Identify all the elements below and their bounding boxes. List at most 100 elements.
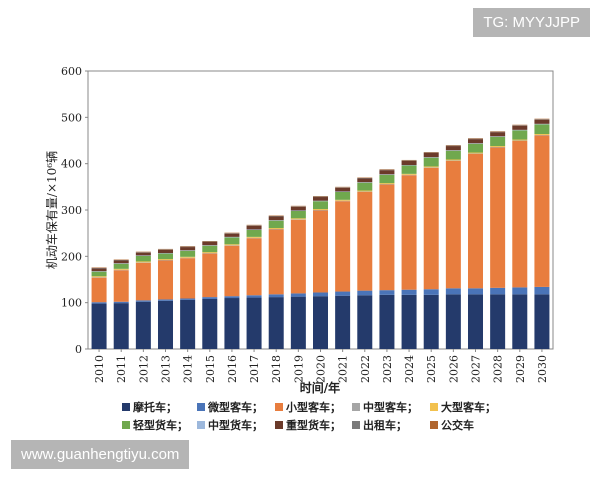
bar-segment-2016-0 bbox=[224, 298, 240, 349]
bar-segment-2017-7 bbox=[246, 225, 262, 230]
bar-segment-2012-1 bbox=[135, 300, 151, 302]
bar-segment-2011-5 bbox=[113, 263, 129, 269]
bar-segment-2020-1 bbox=[313, 292, 328, 297]
bar-segment-2023-2 bbox=[379, 184, 395, 291]
bar-segment-2025-2 bbox=[423, 167, 439, 290]
bar-segment-2027-4 bbox=[468, 152, 483, 154]
bar-segment-2027-0 bbox=[468, 294, 483, 349]
bar-segment-2028-1 bbox=[490, 287, 506, 295]
bar-segment-2014-5 bbox=[180, 250, 196, 257]
bar-segment-2013-7 bbox=[158, 249, 173, 254]
bar-segment-2025-4 bbox=[423, 166, 439, 168]
bar-segment-2010-7 bbox=[91, 268, 107, 272]
bar-segment-2025-5 bbox=[423, 157, 439, 167]
bar-segment-2017-1 bbox=[246, 295, 262, 298]
bar-segment-2027-7 bbox=[468, 139, 483, 144]
bar-segment-2022-1 bbox=[357, 290, 373, 296]
legend-swatch bbox=[275, 403, 283, 411]
x-tick-label: 2026 bbox=[447, 355, 460, 383]
bar-segment-2014-0 bbox=[180, 299, 196, 349]
bar-segment-2028-4 bbox=[490, 146, 506, 147]
bar-segment-2019-0 bbox=[290, 296, 306, 349]
x-tick-label: 2016 bbox=[226, 355, 239, 383]
x-tick-label: 2022 bbox=[359, 355, 372, 383]
bar-segment-2013-4 bbox=[158, 259, 173, 261]
bar-segment-2029-7 bbox=[512, 125, 528, 130]
bar-segment-2012-4 bbox=[135, 261, 151, 263]
bar-segment-2026-0 bbox=[445, 294, 461, 349]
legend-label: 摩托车； bbox=[133, 400, 177, 414]
bar-segment-2026-4 bbox=[445, 159, 461, 161]
legend-label: 微型客车； bbox=[207, 400, 263, 414]
bar-segment-2015-1 bbox=[202, 297, 218, 299]
bar-segment-2020-5 bbox=[313, 201, 328, 210]
y-tick-label: 500 bbox=[61, 111, 82, 124]
bar-segment-2026-5 bbox=[445, 150, 461, 160]
bar-segment-2011-1 bbox=[113, 301, 129, 304]
legend-label: 出租车； bbox=[363, 418, 407, 432]
bar-segment-2025-0 bbox=[423, 294, 439, 349]
x-tick-label: 2021 bbox=[337, 355, 350, 383]
bar-segment-2014-1 bbox=[180, 298, 196, 300]
bar-segment-2015-2 bbox=[202, 253, 218, 298]
bar-segment-2016-5 bbox=[224, 237, 240, 245]
legend-swatch bbox=[352, 403, 360, 411]
y-tick-label: 600 bbox=[61, 65, 82, 78]
bar-segment-2027-2 bbox=[468, 153, 483, 289]
legend-swatch bbox=[197, 403, 205, 411]
bar-segment-2016-4 bbox=[224, 244, 240, 246]
bar-segment-2025-1 bbox=[423, 289, 439, 295]
bar-segment-2028-7 bbox=[490, 132, 506, 137]
bar-segment-2023-5 bbox=[379, 174, 395, 184]
bar-segment-2011-7 bbox=[113, 260, 129, 264]
x-tick-label: 2020 bbox=[315, 355, 328, 383]
bar-segment-2012-0 bbox=[135, 301, 151, 349]
bar-segment-2018-0 bbox=[268, 297, 284, 349]
bar-segment-2010-2 bbox=[91, 277, 107, 303]
x-tick-label: 2024 bbox=[403, 355, 416, 383]
bar-segment-2010-0 bbox=[91, 303, 107, 349]
bar-segment-2030-5 bbox=[534, 124, 550, 135]
legend-label: 中型货车； bbox=[208, 418, 263, 432]
legend-swatch bbox=[197, 421, 205, 429]
x-tick-label: 2010 bbox=[93, 355, 106, 383]
bar-segment-2030-7 bbox=[534, 119, 550, 124]
bar-segment-2021-5 bbox=[335, 191, 351, 200]
x-tick-label: 2019 bbox=[292, 355, 305, 383]
x-tick-label: 2029 bbox=[514, 355, 527, 383]
bar-segment-2029-4 bbox=[512, 139, 528, 141]
x-axis-label: 时间/年 bbox=[300, 380, 340, 395]
bar-segment-2011-4 bbox=[113, 268, 129, 270]
bar-segment-2010-1 bbox=[91, 302, 107, 304]
bar-segment-2020-7 bbox=[313, 197, 328, 201]
x-tick-label: 2027 bbox=[470, 355, 483, 383]
bar-segment-2015-5 bbox=[202, 245, 218, 253]
bar-segment-2022-5 bbox=[357, 182, 373, 191]
bar-segment-2028-5 bbox=[490, 136, 506, 147]
bar-segment-2019-5 bbox=[290, 210, 306, 219]
x-tick-label: 2030 bbox=[536, 355, 549, 383]
bar-segment-2019-2 bbox=[290, 219, 306, 294]
legend-label: 大型客车； bbox=[441, 400, 496, 414]
bar-segment-2016-2 bbox=[224, 245, 240, 297]
y-tick-label: 400 bbox=[61, 158, 82, 171]
bar-segment-2024-2 bbox=[401, 175, 417, 290]
bar-segment-2012-5 bbox=[135, 255, 151, 262]
legend-label: 中型客车； bbox=[363, 400, 418, 414]
bar-segment-2027-5 bbox=[468, 143, 483, 153]
bar-segment-2020-4 bbox=[313, 209, 328, 210]
bar-segment-2014-7 bbox=[180, 247, 196, 251]
bar-segment-2024-7 bbox=[401, 160, 417, 166]
bar-segment-2021-7 bbox=[335, 187, 351, 192]
legend-swatch bbox=[352, 421, 360, 429]
bar-segment-2023-4 bbox=[379, 183, 395, 185]
legend-label: 轻型货车； bbox=[133, 418, 188, 432]
bar-segment-2019-4 bbox=[290, 218, 306, 220]
bar-segment-2030-4 bbox=[534, 134, 550, 135]
bar-segment-2022-7 bbox=[357, 178, 373, 183]
y-tick-label: 200 bbox=[61, 250, 82, 263]
bar-segment-2022-0 bbox=[357, 295, 373, 349]
y-axis-label: 机动车保有量/×10⁶辆 bbox=[44, 151, 59, 269]
bar-segment-2013-5 bbox=[158, 253, 173, 260]
x-tick-label: 2025 bbox=[425, 355, 438, 383]
